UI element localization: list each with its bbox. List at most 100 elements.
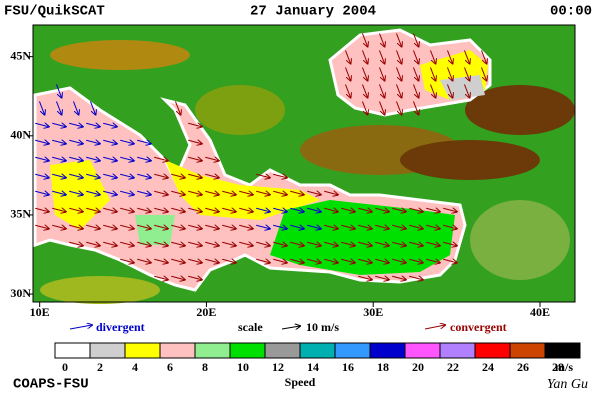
colorbar-box: [369, 342, 406, 359]
colorbar-tick-label: 24: [482, 360, 494, 374]
wind-arrow: [375, 242, 389, 245]
wind-arrow: [154, 225, 168, 228]
wind-arrow: [341, 259, 355, 262]
wind-arrow: [446, 67, 452, 80]
legend: divergent scale 10 m/s convergent: [69, 320, 507, 334]
wind-arrow: [378, 67, 384, 80]
wind-arrow: [103, 208, 117, 211]
wind-arrow: [205, 174, 219, 177]
wind-arrow: [103, 157, 117, 160]
wind-arrow: [426, 208, 440, 211]
wind-arrow: [137, 259, 151, 262]
wind-arrow: [35, 208, 49, 211]
speed-patch: [165, 160, 320, 220]
wind-arrow: [443, 242, 457, 245]
wind-arrow: [89, 101, 95, 114]
wind-arrow: [188, 140, 202, 143]
wind-arrow: [171, 276, 185, 279]
wind-arrow: [86, 123, 100, 126]
colorbar-box: [334, 342, 371, 359]
wind-arrow: [290, 225, 304, 228]
scale-arrow: [281, 326, 300, 329]
wind-arrow: [307, 242, 321, 245]
wind-arrow: [35, 191, 49, 194]
wind-arrow: [120, 191, 134, 194]
wind-arrow: [52, 157, 66, 160]
wind-arrow: [429, 50, 435, 63]
wind-arrow: [52, 174, 66, 177]
wind-arrow: [256, 208, 270, 211]
wind-arrow: [375, 276, 389, 279]
wind-arrow: [103, 191, 117, 194]
wind-arrow: [395, 33, 401, 46]
wind-arrow: [273, 242, 287, 245]
wind-arrow: [358, 276, 372, 279]
wind-arrow: [188, 123, 202, 126]
wind-arrow: [69, 157, 83, 160]
wind-arrow: [171, 225, 185, 228]
convergent-label: convergent: [450, 320, 507, 334]
wind-arrow: [375, 259, 389, 262]
wind-arrow: [395, 84, 401, 97]
wind-arrow: [378, 101, 384, 114]
wind-arrow: [443, 208, 457, 211]
wind-arrow: [361, 84, 367, 97]
colorbar-tick-label: 0: [62, 360, 68, 374]
wind-arrow: [412, 33, 418, 46]
wind-arrow: [137, 242, 151, 245]
colorbar-tick-label: 8: [202, 360, 208, 374]
wind-arrow: [463, 84, 469, 97]
y-tick-label: 30N: [10, 286, 31, 300]
map-frame: [32, 24, 576, 303]
wind-arrow: [55, 84, 61, 97]
wind-arrow: [361, 50, 367, 63]
wind-arrow: [103, 123, 117, 126]
wind-arrow: [174, 101, 180, 114]
wind-arrow: [443, 259, 457, 262]
wind-arrow: [86, 157, 100, 160]
wind-arrow: [426, 242, 440, 245]
wind-arrow: [358, 208, 372, 211]
wind-arrow: [307, 208, 321, 211]
wind-arrow: [409, 276, 423, 279]
wind-arrow: [463, 67, 469, 80]
wind-arrow: [341, 242, 355, 245]
highland: [400, 140, 540, 180]
wind-arrow: [188, 208, 202, 211]
wind-arrow: [38, 101, 44, 114]
wind-arrow: [35, 123, 49, 126]
wind-arrow: [392, 276, 406, 279]
wind-arrow: [35, 157, 49, 160]
wind-arrow: [239, 208, 253, 211]
wind-arrow: [171, 259, 185, 262]
wind-arrow: [86, 174, 100, 177]
wind-arrow: [72, 101, 78, 114]
wind-arrow: [120, 140, 134, 143]
wind-arrow: [35, 140, 49, 143]
colorbar-tick-label: 16: [342, 360, 354, 374]
colorbar-box: [509, 342, 546, 359]
wind-arrow: [120, 208, 134, 211]
speed-patch: [135, 215, 175, 245]
wind-arrow: [137, 191, 151, 194]
wind-arrow: [239, 191, 253, 194]
wind-arrow: [154, 157, 168, 160]
wind-arrow: [392, 259, 406, 262]
wind-arrow: [188, 276, 202, 279]
wind-arrow: [120, 242, 134, 245]
wind-arrow: [341, 225, 355, 228]
wind-arrow: [120, 225, 134, 228]
wind-arrow: [86, 191, 100, 194]
wind-arrow: [273, 191, 287, 194]
wind-arrow: [273, 208, 287, 211]
colorbar-tick-label: 2: [97, 360, 103, 374]
wind-arrow: [205, 157, 219, 160]
wind-arrow: [154, 242, 168, 245]
convergent-arrow: [424, 325, 445, 330]
wind-arrow: [154, 276, 168, 279]
wind-arrow: [290, 191, 304, 194]
wind-arrow: [324, 242, 338, 245]
wind-arrow: [378, 33, 384, 46]
wind-arrow: [69, 140, 83, 143]
wind-arrow: [412, 50, 418, 63]
